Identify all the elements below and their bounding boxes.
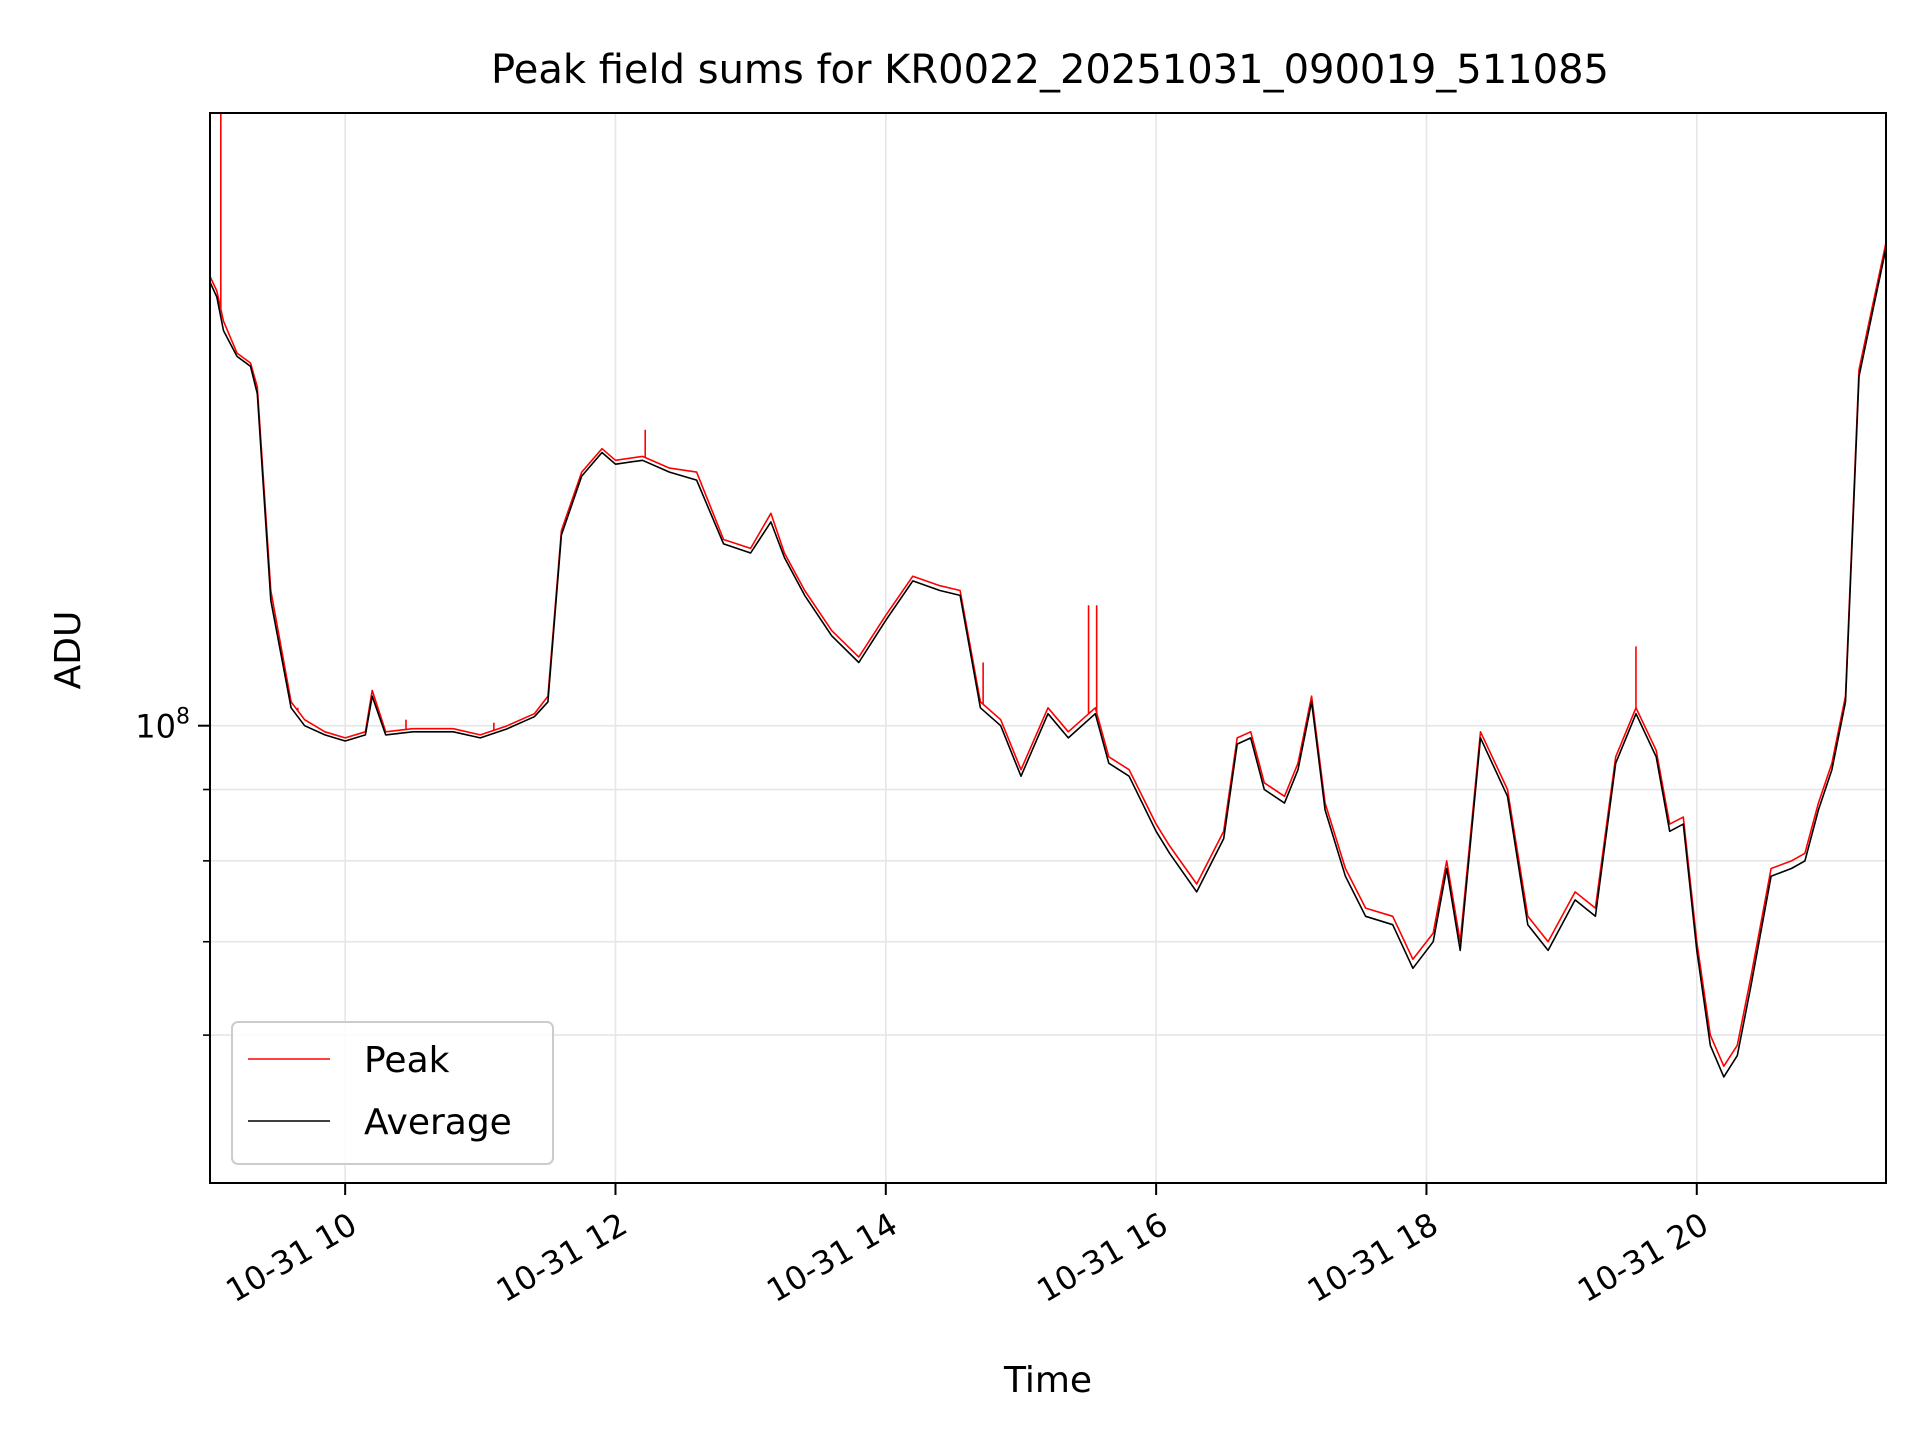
series-line-peak [210, 242, 1886, 1067]
x-axis-label: Time [1003, 1360, 1092, 1401]
y-tick-label: 108 [135, 705, 190, 746]
chart-title: Peak field sums for KR0022_20251031_0900… [491, 47, 1609, 93]
legend-peak-label: Peak [364, 1040, 450, 1081]
legend-box [231, 1021, 554, 1165]
plot-frame [209, 112, 1887, 1184]
y-axis-label: ADU [48, 611, 89, 690]
legend-average-label: Average [364, 1102, 512, 1143]
plot-area [210, 113, 1886, 1078]
legend: Peak Average [231, 1021, 554, 1165]
series-group [210, 113, 1886, 1078]
series-line-average [210, 248, 1886, 1078]
